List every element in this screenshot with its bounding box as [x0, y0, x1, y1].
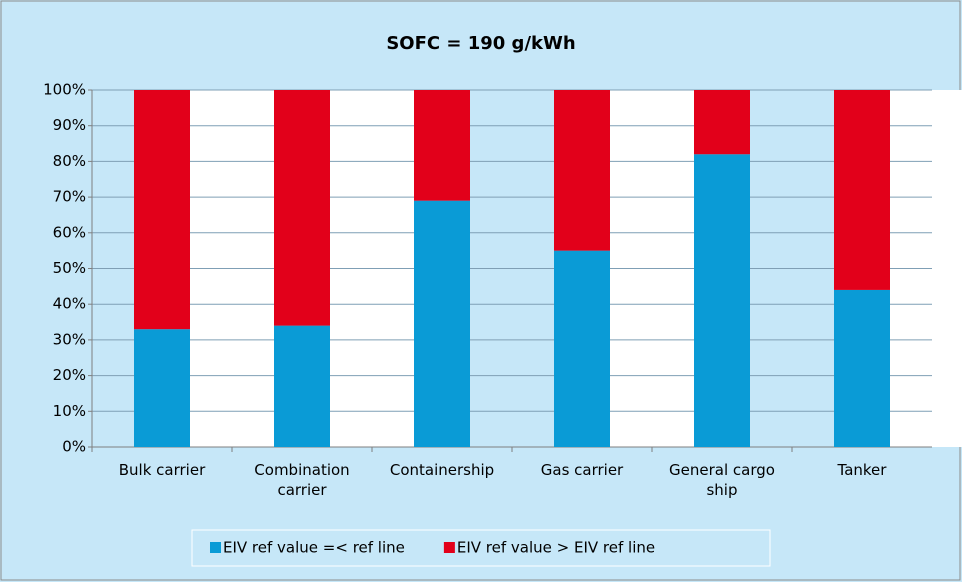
x-tick-label: Tanker [837, 461, 887, 479]
y-tick-label: 50% [53, 259, 86, 277]
x-tick-label: Combination carrier [254, 461, 350, 499]
bar-segment [274, 90, 330, 326]
bar-segment [134, 90, 190, 330]
bar-segment [834, 289, 890, 447]
y-tick-label: 80% [53, 152, 86, 170]
y-tick-label: 10% [53, 402, 86, 420]
bar-segment [554, 250, 610, 447]
x-tick-label: General cargo ship [669, 461, 775, 499]
bar-segment [694, 90, 750, 155]
legend-swatch [443, 542, 455, 553]
y-tick-label: 20% [53, 366, 86, 384]
legend-label: EIV ref value =< ref line [223, 539, 405, 557]
bar-segment [414, 200, 470, 447]
y-tick-label: 90% [53, 116, 86, 134]
bar-segment [694, 154, 750, 447]
x-tick-label: Bulk carrier [118, 461, 206, 479]
y-tick-label: 40% [53, 295, 86, 313]
x-tick-label: Containership [389, 461, 495, 479]
legend-swatch [210, 542, 221, 553]
legend-label: EIV ref value > EIV ref line [457, 539, 655, 557]
legend-box [191, 529, 771, 567]
y-tick-label: 60% [53, 223, 86, 241]
bar-segment [554, 90, 610, 251]
bar-segment [834, 90, 890, 290]
y-tick-label: 70% [53, 188, 86, 206]
bar-segment [134, 329, 190, 447]
y-tick-label: 30% [53, 330, 86, 348]
x-tick-label: Gas carrier [540, 461, 624, 479]
bar-segment [414, 90, 470, 201]
y-tick-label: 100% [43, 81, 86, 99]
chart-title: SOFC = 190 g/kWh [386, 33, 575, 54]
bar-segment [274, 325, 330, 447]
y-tick-label: 0% [62, 438, 86, 456]
